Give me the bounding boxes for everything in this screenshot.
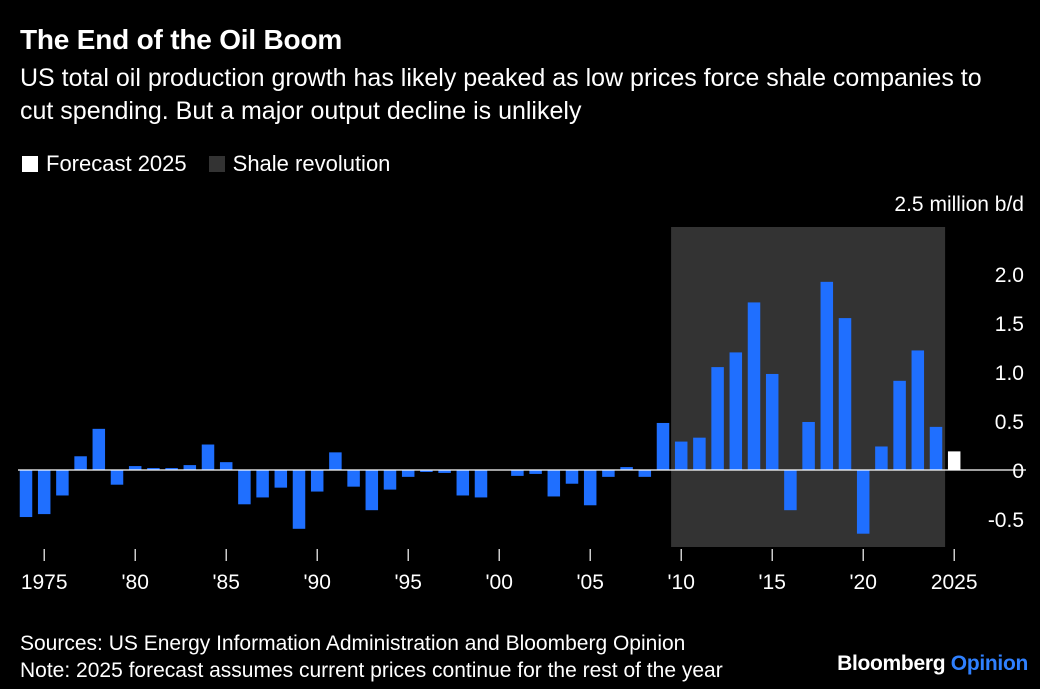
x-tick-label: '10: [668, 571, 695, 594]
axis-layer: 2.5 million b/d 2.0 1.5 1.0 0.5 0 -0.5 1975 '80 '…: [18, 193, 1026, 594]
bar-2020: [856, 470, 870, 534]
brand-logo: Bloomberg Opinion: [837, 652, 1028, 676]
bar-1987: [256, 470, 269, 498]
bar-2008: [638, 470, 652, 477]
bar-2006: [602, 470, 615, 477]
bar-2013: [729, 352, 743, 470]
y-tick-label: 1.5: [995, 313, 1024, 336]
bar-1995: [401, 470, 415, 477]
brand-accent: Opinion: [950, 652, 1029, 675]
x-tick-label: '90: [304, 571, 331, 594]
bar-2019: [838, 318, 852, 470]
chart-subtitle: US total oil production growth has likel…: [20, 64, 982, 125]
bar-2014: [747, 302, 761, 470]
legend-label-forecast: Forecast 2025: [46, 151, 187, 176]
x-tick-label: 1975: [21, 571, 68, 594]
bar-1978: [92, 428, 106, 470]
bar-forecast-2025: [947, 451, 961, 470]
y-tick-label: 1.0: [995, 362, 1024, 385]
bar-2005: [583, 470, 597, 506]
y-tick-label: 2.0: [995, 264, 1024, 287]
bar-1979: [110, 470, 124, 485]
bar-1985: [219, 462, 233, 470]
chart-title: The End of the Oil Boom: [20, 24, 343, 55]
bar-2017: [802, 421, 815, 470]
legend-item-forecast: Forecast 2025: [22, 151, 187, 177]
bar-2011: [693, 437, 706, 470]
x-tick-label: 2025: [931, 571, 978, 594]
bar-1980: [128, 466, 142, 470]
bar-2007: [620, 467, 633, 470]
bar-2016: [784, 470, 797, 511]
brand-name: Bloomberg: [837, 652, 946, 675]
note-text: Note: 2025 forecast assumes current pric…: [20, 659, 723, 682]
legend-item-shale: Shale revolution: [208, 151, 391, 177]
bar-1977: [74, 456, 87, 470]
y-tick-label: 0: [1012, 460, 1024, 483]
bar-1984: [201, 444, 215, 470]
bar-1989: [292, 470, 306, 529]
bar-2022: [893, 380, 906, 470]
x-tick-label: '15: [759, 571, 786, 594]
bar-2023: [911, 350, 925, 470]
bar-1982: [165, 468, 178, 470]
bars-layer: [19, 281, 961, 534]
x-tick-label: '20: [850, 571, 877, 594]
x-tick-label: '85: [213, 571, 240, 594]
bar-1992: [347, 470, 360, 487]
bar-1996: [420, 470, 433, 472]
bar-2003: [547, 470, 561, 497]
y-tick-label: -0.5: [988, 509, 1024, 532]
bar-2010: [674, 441, 688, 470]
bar-1986: [238, 470, 251, 505]
bar-1983: [183, 465, 197, 470]
bar-1976: [56, 470, 69, 496]
bar-2018: [820, 281, 834, 470]
sources-text: Sources: US Energy Information Administr…: [20, 632, 686, 655]
bar-2004: [565, 470, 579, 484]
bar-2015: [765, 373, 779, 470]
bar-1993: [365, 470, 379, 511]
x-tick-label: '95: [395, 571, 422, 594]
bar-1981: [147, 468, 160, 470]
legend-swatch-forecast: [22, 156, 38, 172]
x-tick-label: '80: [122, 571, 149, 594]
legend-label-shale: Shale revolution: [232, 151, 391, 176]
x-tick-label: '05: [577, 571, 604, 594]
footer: Sources: US Energy Information Administr…: [20, 630, 723, 684]
bar-1974: [19, 470, 33, 518]
bar-2024: [929, 426, 943, 470]
bar-2009: [656, 422, 670, 470]
bar-1998: [456, 470, 470, 496]
y-tick-label: 0.5: [995, 411, 1024, 434]
bar-1988: [274, 470, 288, 488]
legend-swatch-shale: [208, 156, 225, 172]
bar-2012: [711, 367, 724, 470]
bar-2002: [529, 470, 542, 474]
bar-1999: [474, 470, 488, 498]
legend: Forecast 2025 Shale revolution: [22, 151, 412, 177]
bar-2001: [511, 470, 524, 476]
bar-1994: [383, 470, 397, 490]
bar-1990: [310, 470, 324, 492]
bar-2021: [875, 446, 888, 470]
bar-1991: [329, 452, 342, 470]
y-axis-unit-label: 2.5 million b/d: [894, 193, 1024, 216]
x-tick-label: '00: [486, 571, 513, 594]
bar-1975: [37, 470, 51, 515]
bar-1997: [438, 470, 451, 473]
